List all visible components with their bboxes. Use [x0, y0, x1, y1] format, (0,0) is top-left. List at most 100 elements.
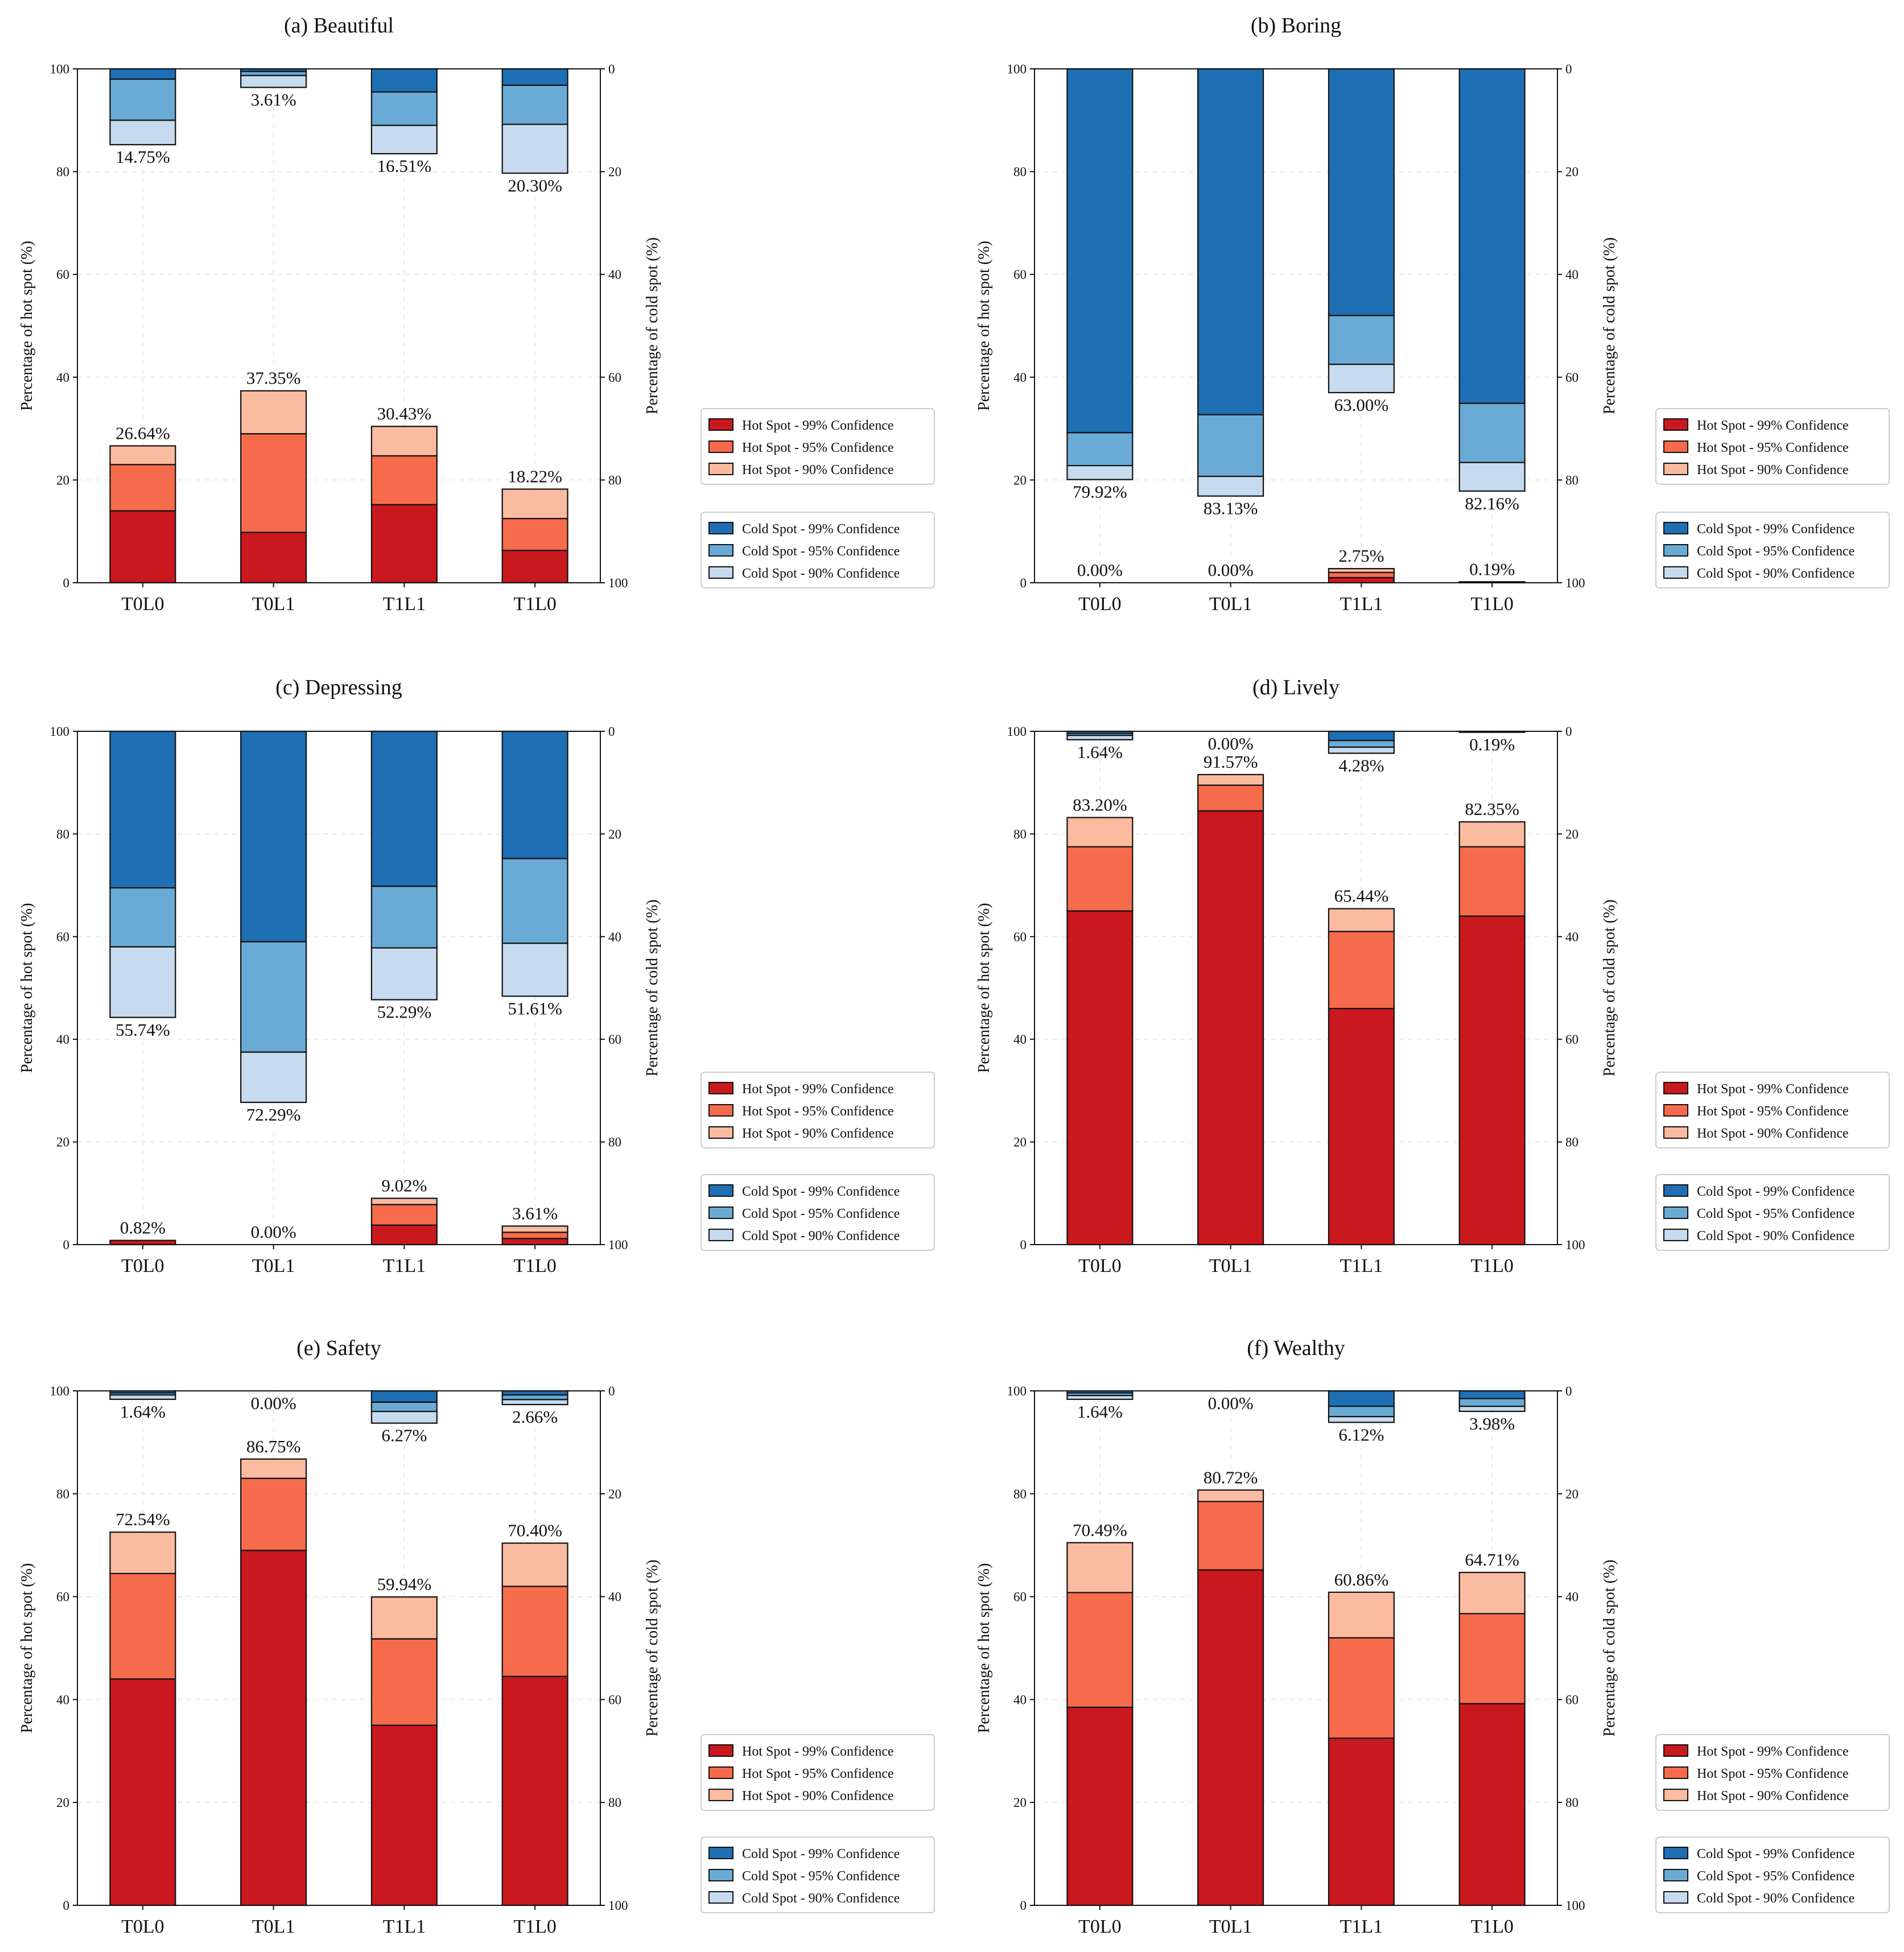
bar-cold-95-T1L1 [1328, 315, 1395, 365]
legend-hot: Hot Spot - 99% Confidence Hot Spot - 95% … [700, 408, 935, 485]
cold-total-label: 3.61% [251, 90, 296, 110]
y2-tick-label: 20 [608, 1487, 621, 1501]
bar-cold-99-T0L1 [240, 730, 307, 942]
bar-cold-90-T0L1 [240, 75, 307, 88]
x-tick-label: T0L1 [1209, 1255, 1252, 1276]
legend-cold: Cold Spot - 99% Confidence Cold Spot - 95… [1655, 1174, 1890, 1251]
y-axis-label: Percentage of hot spot (%) [975, 1563, 993, 1733]
hot-total-label: 80.72% [1204, 1467, 1258, 1487]
legend-hot-box [700, 1072, 935, 1148]
bar-hot-95-T1L0 [1458, 846, 1526, 917]
y-tick-label: 20 [1013, 1795, 1027, 1810]
bar-cold-99-T1L0 [501, 68, 568, 86]
hot-total-label: 91.57% [1204, 752, 1258, 772]
plot-frame [77, 731, 601, 1245]
cold-total-label: 4.28% [1338, 756, 1384, 776]
y2-tick-label: 0 [1565, 1384, 1572, 1398]
y2-tick-label: 80 [608, 1795, 621, 1810]
cold-total-label: 2.66% [512, 1407, 558, 1427]
legend-cold-label: Cold Spot - 90% Confidence [742, 1229, 900, 1243]
legend-cold-swatch [1663, 544, 1688, 557]
legend-cold-swatch [708, 566, 733, 579]
bar-cold-99-T1L0 [1458, 68, 1526, 404]
bar-hot-95-T0L1 [1197, 1501, 1264, 1571]
x-tick-label: T0L1 [1209, 1916, 1252, 1937]
bar-hot-95-T0L0 [1066, 1592, 1134, 1708]
y2-tick-label: 0 [1565, 724, 1572, 739]
y-tick-label: 100 [50, 724, 70, 739]
y2-axis-label: Percentage of cold spot (%) [1601, 1560, 1618, 1737]
cold-total-label: 0.00% [251, 1393, 296, 1413]
legend-hot-swatch [708, 1766, 733, 1779]
hot-total-label: 82.35% [1465, 799, 1519, 819]
y2-tick-label: 80 [1565, 473, 1579, 487]
bar-cold-90-T0L0 [109, 120, 176, 146]
bar-cold-90-T1L1 [1328, 1416, 1395, 1423]
legend-cold-label: Cold Spot - 99% Confidence [1697, 522, 1854, 537]
cold-total-label: 63.00% [1334, 395, 1389, 415]
hot-total-label: 3.61% [512, 1203, 558, 1223]
chart-title: (d) Lively [1252, 676, 1340, 699]
hot-total-label: 26.64% [116, 423, 170, 443]
legend-cold-swatch [1663, 1206, 1688, 1219]
bar-cold-90-T1L1 [370, 947, 438, 1000]
legend-hot-label: Hot Spot - 90% Confidence [742, 1789, 894, 1803]
legend-hot-swatch [708, 418, 733, 431]
hot-total-label: 0.00% [251, 1222, 296, 1242]
bar-hot-95-T1L1 [1328, 930, 1395, 1010]
legend-cold-label: Cold Spot - 99% Confidence [742, 1184, 900, 1199]
legend-hot-label: Hot Spot - 95% Confidence [1697, 440, 1849, 455]
bar-cold-99-T1L1 [370, 1390, 438, 1403]
legend-cold-label: Cold Spot - 95% Confidence [1697, 544, 1854, 559]
legend-cold-label: Cold Spot - 99% Confidence [1697, 1184, 1854, 1199]
bar-cold-90-T1L1 [1328, 364, 1395, 393]
bar-hot-99-T0L0 [109, 1239, 176, 1246]
x-tick-label: T0L1 [1209, 594, 1252, 615]
chart-title: (e) Safety [296, 1336, 381, 1360]
bar-cold-95-T1L0 [501, 84, 568, 125]
legend-cold-swatch [708, 1869, 733, 1881]
y-tick-label: 80 [1013, 165, 1027, 179]
bar-cold-95-T1L0 [501, 858, 568, 944]
cold-total-label: 20.30% [508, 175, 562, 195]
bar-hot-99-T1L0 [501, 1675, 568, 1906]
legend-cold-swatch [708, 1847, 733, 1859]
legend-hot-label: Hot Spot - 99% Confidence [742, 418, 894, 433]
legend-cold-swatch [708, 1229, 733, 1241]
y2-axis-label: Percentage of cold spot (%) [644, 237, 661, 414]
x-tick-label: T1L0 [1470, 594, 1514, 615]
legend-cold-label: Cold Spot - 99% Confidence [742, 1847, 900, 1862]
y2-tick-label: 0 [608, 724, 615, 739]
y2-tick-label: 80 [1565, 1795, 1579, 1810]
y2-tick-label: 60 [608, 1032, 621, 1047]
y2-tick-label: 100 [608, 576, 628, 590]
legend-hot-box [700, 408, 935, 485]
bar-hot-95-T1L1 [1328, 1637, 1395, 1739]
bar-cold-90-T1L0 [1458, 462, 1526, 492]
hot-total-label: 0.00% [1077, 560, 1123, 580]
legend-cold: Cold Spot - 99% Confidence Cold Spot - 95… [700, 1174, 935, 1251]
legend-hot-label: Hot Spot - 95% Confidence [1697, 1766, 1849, 1781]
legend-cold-swatch [1663, 1869, 1688, 1881]
y-tick-label: 40 [56, 1032, 69, 1047]
legend-cold: Cold Spot - 99% Confidence Cold Spot - 95… [1655, 1836, 1890, 1913]
legend-hot-swatch [1663, 1766, 1688, 1779]
legend-cold-swatch [708, 544, 733, 557]
legend-cold-swatch [1663, 1847, 1688, 1859]
plot-frame [1034, 731, 1558, 1245]
bar-hot-99-T0L1 [240, 532, 307, 584]
legend-hot-swatch [708, 1126, 733, 1139]
x-tick-label: T1L0 [513, 1916, 557, 1937]
bar-cold-95-T1L0 [1458, 402, 1526, 463]
bar-hot-99-T0L1 [240, 1550, 307, 1906]
bar-cold-99-T0L0 [109, 68, 176, 80]
legend-cold-box [700, 1836, 935, 1913]
legend-hot-box [1655, 1734, 1890, 1811]
hot-total-label: 37.35% [246, 368, 301, 388]
legend-hot-label: Hot Spot - 90% Confidence [1697, 1126, 1849, 1141]
y-tick-label: 0 [63, 576, 70, 590]
y2-tick-label: 60 [608, 1692, 621, 1707]
y-tick-label: 40 [1013, 1032, 1027, 1047]
legend-cold-swatch [1663, 522, 1688, 534]
legend-cold: Cold Spot - 99% Confidence Cold Spot - 95… [700, 512, 935, 588]
